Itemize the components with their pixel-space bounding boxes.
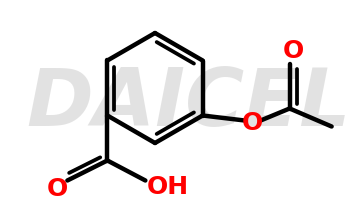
Text: O: O: [283, 40, 304, 64]
Text: O: O: [47, 176, 68, 200]
Text: O: O: [242, 111, 263, 135]
Text: DAICEL: DAICEL: [26, 65, 350, 143]
Text: OH: OH: [146, 175, 189, 200]
